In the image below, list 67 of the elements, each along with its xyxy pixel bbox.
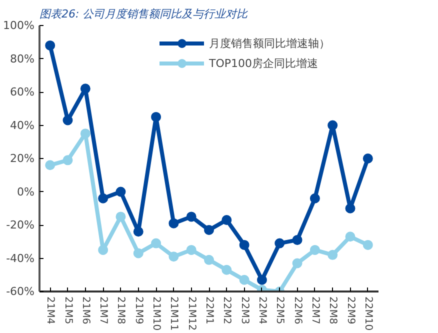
y-tick-label: -40% <box>6 252 35 265</box>
point <box>168 218 179 228</box>
legend-label: 月度销售额同比增速轴） <box>209 36 330 50</box>
y-tick-label: -60% <box>6 285 35 298</box>
point <box>116 212 126 222</box>
point <box>62 115 73 126</box>
point <box>98 244 108 255</box>
x-tick-label: 22M5 <box>274 296 286 324</box>
x-tick-label: 21M9 <box>132 296 144 324</box>
x-tick-label: 21M7 <box>98 296 109 324</box>
point <box>151 112 162 122</box>
point <box>168 252 179 262</box>
y-tick-label: 0% <box>17 185 34 198</box>
x-tick-label: 21M12 <box>186 296 197 331</box>
x-tick-label: 22M6 <box>292 296 303 324</box>
x-tick-label: 21M5 <box>62 296 74 324</box>
y-tick-label: 80% <box>10 52 35 66</box>
point <box>239 274 250 285</box>
x-tick-label: 21M8 <box>115 296 126 324</box>
point <box>222 264 232 275</box>
point <box>292 258 302 268</box>
x-tick-label: 21M4 <box>44 296 56 324</box>
point <box>45 160 56 170</box>
point <box>62 155 73 166</box>
point <box>292 234 302 245</box>
point <box>362 154 373 164</box>
point <box>345 203 356 214</box>
point <box>80 84 90 94</box>
point <box>186 244 196 255</box>
point <box>362 240 373 250</box>
x-tick-label: 21M6 <box>80 296 91 324</box>
point <box>151 238 162 248</box>
x-tick-label: 22M10 <box>362 296 374 331</box>
point <box>204 254 214 265</box>
point <box>45 40 56 50</box>
point <box>328 250 338 260</box>
point <box>98 193 108 204</box>
point <box>116 186 126 197</box>
point <box>239 240 250 250</box>
point <box>204 224 214 235</box>
point <box>256 274 267 285</box>
y-tick-label: 100% <box>3 19 35 32</box>
legend-label: TOP100房企同比增速 <box>209 56 318 70</box>
y-tick-label: 40% <box>10 118 35 132</box>
point <box>310 193 320 204</box>
y-tick-label: -20% <box>6 218 35 232</box>
x-tick-label: 21M11 <box>168 296 180 331</box>
x-tick-label: 22M9 <box>344 296 356 324</box>
x-tick-label: 22M4 <box>256 296 268 324</box>
point <box>274 238 285 248</box>
point <box>133 226 144 237</box>
point <box>186 212 196 222</box>
point <box>80 128 90 139</box>
point <box>222 215 232 226</box>
x-tick-label: 22M8 <box>327 296 338 324</box>
y-tick-label: 60% <box>10 86 35 98</box>
x-tick-label: 21M10 <box>150 296 162 331</box>
point <box>345 232 356 242</box>
point <box>310 244 320 255</box>
x-tick-label: 22M1 <box>204 296 214 324</box>
y-tick-label: 20% <box>10 152 35 165</box>
x-tick-label: 22M7 <box>309 296 320 324</box>
point <box>133 248 144 258</box>
x-tick-label: 22M2 <box>221 296 232 324</box>
point <box>328 120 338 130</box>
x-tick-label: 22M3 <box>238 296 250 324</box>
chart-title: 图表26: 公司月度销售额同比及与行业对比 <box>40 8 249 20</box>
